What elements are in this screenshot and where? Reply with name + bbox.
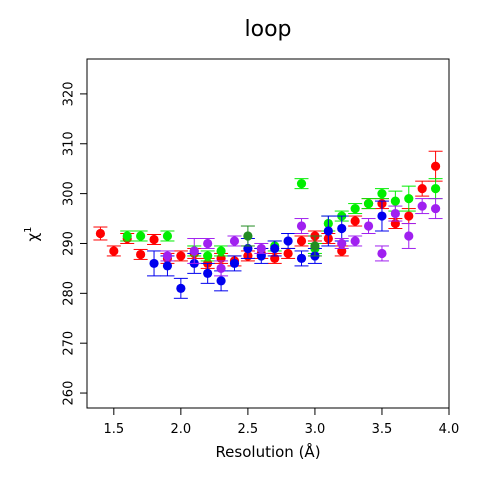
data-point xyxy=(189,246,199,256)
x-tick-label: 1.5 xyxy=(103,422,124,437)
data-point xyxy=(296,221,307,231)
data-point xyxy=(203,268,213,278)
data-point xyxy=(149,258,159,269)
data-point xyxy=(417,201,427,211)
data-point xyxy=(417,184,427,194)
data-point xyxy=(377,189,387,199)
data-point xyxy=(363,221,374,231)
data-point xyxy=(136,249,146,260)
y-tick-label: 260 xyxy=(62,381,77,406)
data-point xyxy=(176,283,186,293)
plot-frame xyxy=(86,58,450,409)
y-tick-label: 270 xyxy=(62,331,77,356)
x-tick-label: 2.0 xyxy=(171,422,192,437)
y-axis: 260 270 280 290 300 310 320 xyxy=(62,81,87,406)
data-point xyxy=(216,246,226,256)
y-axis-label-group: χ1 xyxy=(23,226,42,241)
data-point xyxy=(377,211,387,221)
data-point xyxy=(430,203,441,214)
y-tick-label: 320 xyxy=(62,81,77,106)
data-point xyxy=(216,276,226,286)
x-axis-label: Resolution (Å) xyxy=(215,442,320,461)
data-point xyxy=(377,248,387,259)
data-point xyxy=(390,208,400,219)
data-point xyxy=(310,241,320,251)
data-point xyxy=(149,234,159,245)
data-point xyxy=(162,251,173,261)
chart-title: loop xyxy=(245,17,292,42)
y-tick-label: 290 xyxy=(62,231,77,256)
data-point xyxy=(404,231,414,241)
data-point xyxy=(350,216,360,226)
y-axis-label-superscript: 1 xyxy=(23,226,34,232)
data-point xyxy=(430,161,441,171)
data-points xyxy=(93,150,443,299)
x-axis: 1.5 2.0 2.5 3.0 3.5 4.0 xyxy=(103,408,459,437)
data-point xyxy=(109,246,119,256)
data-point xyxy=(283,236,293,246)
x-tick-label: 3.0 xyxy=(305,422,326,437)
data-point xyxy=(404,194,414,204)
data-point xyxy=(296,236,307,246)
data-point xyxy=(350,203,360,214)
data-point xyxy=(270,243,280,254)
y-tick-label: 280 xyxy=(62,281,77,306)
y-axis-label: χ1 xyxy=(23,226,42,241)
data-point xyxy=(229,258,240,269)
series-4 xyxy=(240,225,322,257)
data-point xyxy=(136,231,146,241)
data-point xyxy=(390,196,400,206)
data-point xyxy=(430,184,441,194)
x-tick-label: 3.5 xyxy=(372,422,393,437)
data-point xyxy=(404,211,414,221)
data-point xyxy=(162,261,173,271)
x-tick-label: 4.0 xyxy=(439,422,460,437)
data-point xyxy=(176,251,186,261)
data-point xyxy=(337,223,347,234)
y-tick-label: 300 xyxy=(62,181,77,206)
series-3 xyxy=(160,198,443,277)
data-point xyxy=(229,236,240,246)
data-point xyxy=(283,248,293,259)
data-point xyxy=(122,231,132,241)
data-point xyxy=(363,198,374,209)
data-point xyxy=(216,263,226,273)
data-point xyxy=(296,253,307,264)
data-point xyxy=(203,251,213,261)
data-point xyxy=(256,243,266,254)
x-tick-label: 2.5 xyxy=(238,422,259,437)
data-point xyxy=(323,226,333,236)
data-point xyxy=(350,236,360,246)
y-axis-label-main: χ xyxy=(24,233,42,242)
data-point xyxy=(162,231,173,241)
data-point xyxy=(337,238,347,249)
data-point xyxy=(203,238,213,249)
data-point xyxy=(95,228,106,239)
data-point xyxy=(296,179,307,189)
y-tick-label: 310 xyxy=(62,131,77,156)
data-point xyxy=(243,231,253,241)
